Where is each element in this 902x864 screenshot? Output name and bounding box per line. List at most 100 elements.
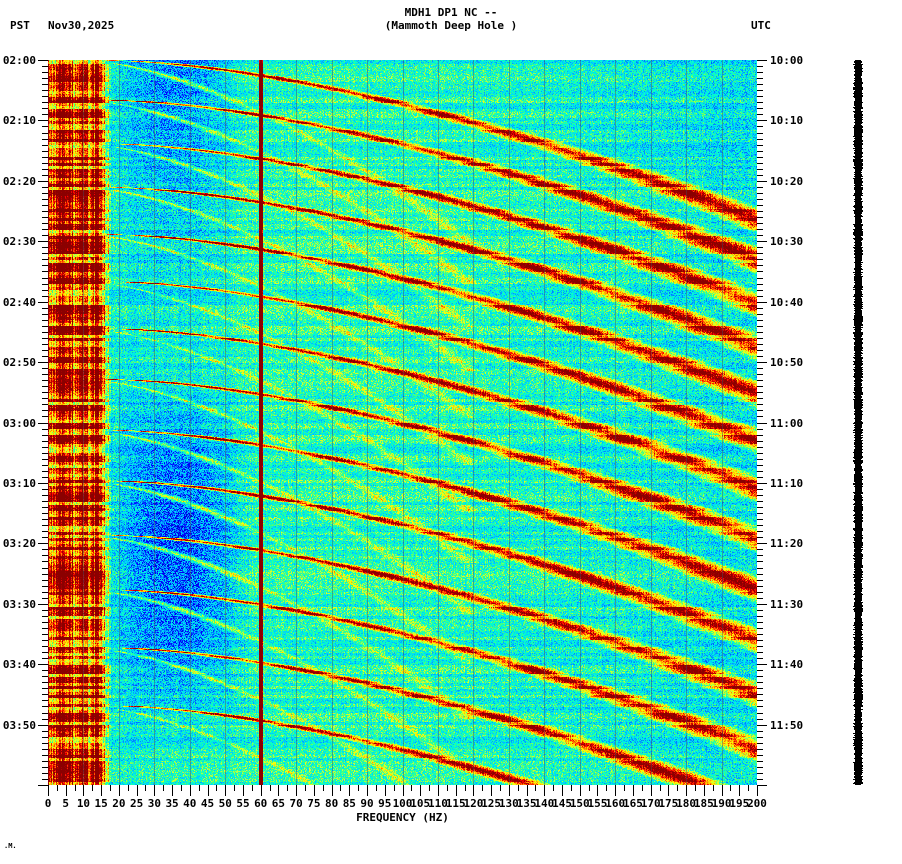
axis-tick [757, 622, 763, 623]
right-time-label-10: 11:40 [770, 658, 804, 671]
axis-tick [615, 785, 616, 796]
axis-tick [491, 785, 492, 796]
axis-tick [42, 278, 48, 279]
frequency-label-37: 185 [693, 797, 714, 810]
axis-tick [75, 785, 76, 791]
axis-tick [757, 253, 763, 254]
axis-tick [597, 785, 598, 796]
axis-tick [190, 785, 191, 796]
axis-tick [42, 706, 48, 707]
axis-tick [553, 785, 554, 791]
axis-tick [42, 531, 48, 532]
axis-tick [465, 785, 466, 791]
axis-tick [42, 102, 48, 103]
axis-tick [757, 308, 763, 309]
spectrogram-heatmap [48, 60, 757, 785]
axis-tick [757, 229, 763, 230]
axis-tick [757, 483, 767, 484]
axis-tick [42, 380, 48, 381]
page-subtitle: (Mammoth Deep Hole ) [384, 19, 518, 32]
axis-tick [757, 326, 763, 327]
axis-tick [757, 332, 763, 333]
axis-tick [42, 441, 48, 442]
frequency-label-28: 140 [534, 797, 555, 810]
axis-tick [562, 785, 563, 796]
axis-tick [403, 785, 404, 796]
axis-tick [42, 501, 48, 502]
axis-tick [42, 72, 48, 73]
axis-tick [757, 175, 763, 176]
frequency-label-40: 200 [747, 797, 767, 810]
axis-tick [216, 785, 217, 791]
left-time-label-10: 03:40 [2, 658, 36, 671]
axis-tick [42, 229, 48, 230]
axis-tick [38, 423, 48, 424]
axis-tick [42, 205, 48, 206]
axis-tick [571, 785, 572, 791]
axis-tick [42, 628, 48, 629]
right-time-label-11: 11:50 [770, 719, 804, 732]
axis-tick [757, 604, 767, 605]
left-time-label-8: 03:20 [2, 537, 36, 550]
frequency-label-21: 105 [410, 797, 431, 810]
axis-tick [42, 616, 48, 617]
frequency-label-11: 55 [236, 797, 250, 810]
axis-tick [438, 785, 439, 796]
axis-tick [757, 139, 763, 140]
axis-tick [42, 465, 48, 466]
axis-tick [544, 785, 545, 796]
axis-tick [757, 356, 763, 357]
axis-tick [757, 477, 763, 478]
axis-tick [757, 392, 763, 393]
axis-tick [757, 271, 763, 272]
axis-tick [83, 785, 84, 796]
axis-tick [42, 114, 48, 115]
axis-tick [42, 574, 48, 575]
axis-tick [757, 362, 767, 363]
axis-tick [358, 785, 359, 791]
axis-tick [181, 785, 182, 791]
axis-tick [757, 90, 763, 91]
axis-tick [757, 670, 763, 671]
axis-tick [527, 785, 528, 796]
axis-tick [42, 308, 48, 309]
axis-tick [757, 447, 763, 448]
axis-tick [757, 628, 763, 629]
axis-tick [757, 761, 763, 762]
right-time-label-7: 11:10 [770, 477, 804, 490]
frequency-label-35: 175 [658, 797, 679, 810]
frequency-label-19: 95 [378, 797, 392, 810]
axis-tick [757, 682, 763, 683]
axis-tick [385, 785, 386, 796]
axis-tick [42, 96, 48, 97]
axis-tick [42, 350, 48, 351]
axis-tick [757, 743, 763, 744]
left-time-label-5: 02:50 [2, 356, 36, 369]
axis-tick [757, 555, 763, 556]
axis-tick [42, 658, 48, 659]
axis-tick [757, 72, 763, 73]
frequency-label-17: 85 [342, 797, 356, 810]
axis-tick [38, 120, 48, 121]
axis-tick [42, 713, 48, 714]
axis-tick [757, 688, 763, 689]
axis-tick [757, 737, 763, 738]
axis-tick [42, 217, 48, 218]
axis-tick [199, 785, 200, 791]
axis-tick [757, 773, 763, 774]
axis-tick [757, 785, 767, 786]
axis-tick [38, 60, 48, 61]
right-time-label-9: 11:30 [770, 598, 804, 611]
axis-tick [713, 785, 714, 791]
frequency-label-2: 10 [76, 797, 91, 810]
axis-tick [757, 284, 763, 285]
axis-tick [757, 489, 763, 490]
axis-tick [757, 767, 763, 768]
axis-tick [42, 459, 48, 460]
axis-tick [757, 386, 763, 387]
date-label: Nov30,2025 [48, 19, 115, 32]
axis-tick [757, 616, 763, 617]
axis-tick [580, 785, 581, 796]
axis-tick [42, 549, 48, 550]
axis-tick [757, 151, 763, 152]
